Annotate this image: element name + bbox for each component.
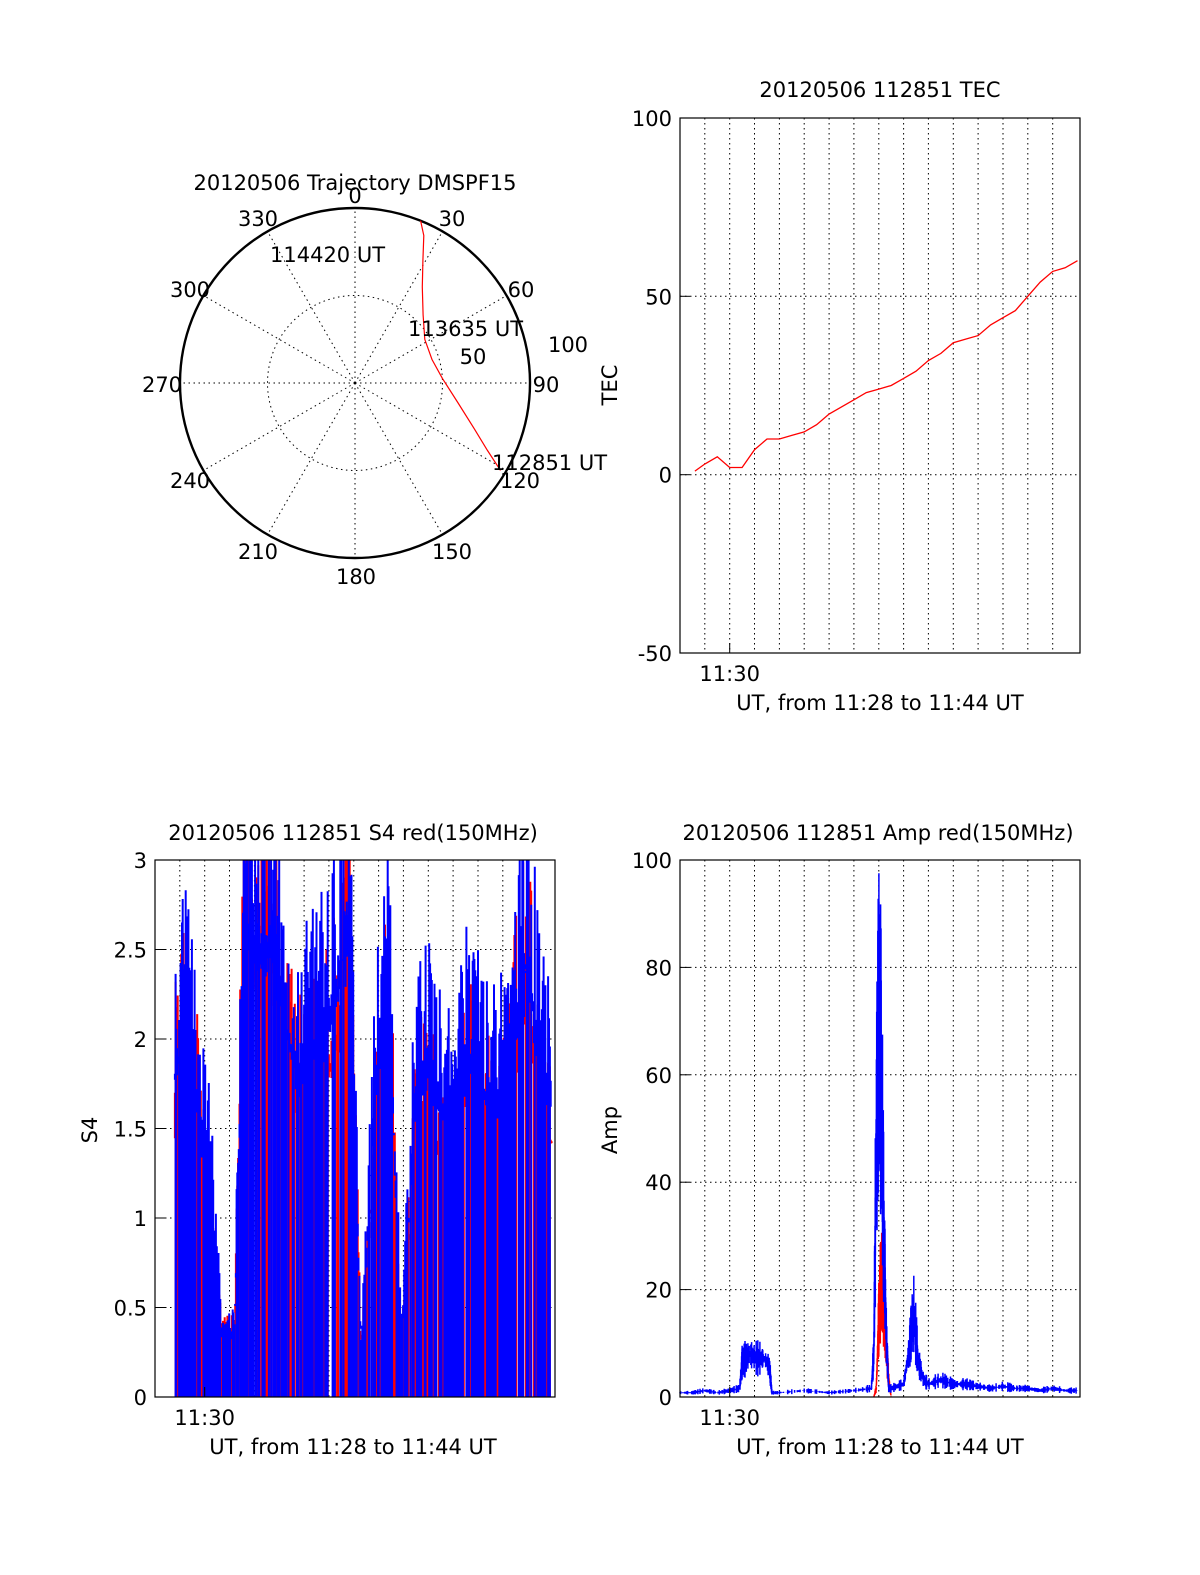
polar-spoke [203,295,356,384]
polar-azimuth-label-180: 180 [336,565,376,589]
amp-ytick-label: 0 [659,1386,672,1410]
tec-ytick-label: 50 [645,285,672,309]
polar-trajectory-line [420,220,502,471]
s4-chart: 20120506 112851 S4 red(150MHz) 0 0.5 1 1.5 2… [78,821,556,1459]
tec-ytick-label: 0 [659,464,672,488]
amp-chart: 20120506 112851 Amp red(150MHz) 0 20 40 60 8… [598,821,1081,1459]
polar-annotation: 114420 UT [270,243,385,267]
s4-series-1 [173,860,553,1397]
tec-xlabel: UT, from 11:28 to 11:44 UT [736,691,1024,715]
s4-ytick-label: 1 [134,1207,147,1231]
polar-trajectory-chart: 20120506 Trajectory DMSPF15 0 30 60 90 120 15… [142,171,607,589]
s4-plot-area: 0 0.5 1 1.5 2 2.5 3 11:30 [114,849,556,1430]
polar-azimuth-label-60: 60 [508,278,535,302]
polar-series [420,220,502,471]
polar-azimuth-label-90: 90 [533,373,560,397]
polar-annotation: 113635 UT [408,317,523,341]
amp-xtick-label: 11:30 [699,1406,760,1430]
polar-title: 20120506 Trajectory DMSPF15 [193,171,516,195]
amp-ylabel: Amp [598,1106,622,1154]
amp-plot-area: 0 20 40 60 80 100 11:30 [632,849,1081,1430]
s4-ytick-label: 1.5 [114,1118,147,1142]
amp-ytick-label: 20 [645,1279,672,1303]
s4-ytick-label: 0.5 [114,1297,147,1321]
polar-azimuth-label-150: 150 [432,540,472,564]
s4-xtick-label: 11:30 [174,1406,235,1430]
tec-title: 20120506 112851 TEC [759,78,1000,102]
amp-title: 20120506 112851 Amp red(150MHz) [682,821,1073,845]
s4-ytick-label: 2.5 [114,939,147,963]
polar-azimuth-labels: 0 30 60 90 120 150 180 210 240 270 300 330 [142,184,559,589]
tec-xtick-label: 11:30 [699,662,760,686]
s4-ylabel: S4 [78,1117,102,1144]
polar-azimuth-label-240: 240 [170,469,210,493]
amp-xlabel: UT, from 11:28 to 11:44 UT [736,1435,1024,1459]
s4-ytick-label: 3 [134,849,147,873]
polar-azimuth-label-120: 120 [500,469,540,493]
polar-inner-ring [267,295,443,471]
polar-outer-ring [178,206,532,560]
polar-annotations: 112851 UT 113635 UT 114420 UT [270,243,607,475]
polar-azimuth-label-330: 330 [238,207,278,231]
amp-ytick-label: 100 [632,849,672,873]
tec-ylabel: TEC [598,365,622,407]
amp-ytick-label: 40 [645,1171,672,1195]
polar-spoke [203,382,356,471]
tec-series-0 [694,260,1078,472]
polar-spoke [354,295,507,384]
polar-azimuth-label-300: 300 [170,278,210,302]
s4-ytick-label: 2 [134,1028,147,1052]
polar-spoke [354,382,507,471]
tec-ytick-label: 100 [632,107,672,131]
polar-spoke [354,382,443,535]
s4-xlabel: UT, from 11:28 to 11:44 UT [209,1435,497,1459]
polar-azimuth-label-270: 270 [142,373,182,397]
amp-ytick-label: 80 [645,956,672,980]
polar-spoke [267,231,356,384]
polar-radial-tick-100: 100 [548,333,588,357]
tec-plot-area: -50 0 50 100 11:30 [632,107,1081,686]
amp-frame [679,859,1081,1398]
tec-chart: 20120506 112851 TEC -50 0 50 100 11:30 TEC U… [598,78,1081,715]
polar-radial-ticks: 50 100 [460,333,588,369]
polar-azimuth-label-30: 30 [439,207,466,231]
polar-spoke [354,231,443,384]
polar-radial-tick-50: 50 [460,345,487,369]
polar-azimuth-label-210: 210 [238,540,278,564]
tec-frame [679,117,1081,654]
polar-grid [178,206,532,560]
polar-spoke [267,382,356,535]
s4-frame [154,859,556,1398]
polar-azimuth-label-0: 0 [348,184,361,208]
tec-ytick-label: -50 [638,642,672,666]
s4-title: 20120506 112851 S4 red(150MHz) [168,821,538,845]
s4-ytick-label: 0 [134,1386,147,1410]
polar-annotation: 112851 UT [492,451,607,475]
amp-ytick-label: 60 [645,1064,672,1088]
